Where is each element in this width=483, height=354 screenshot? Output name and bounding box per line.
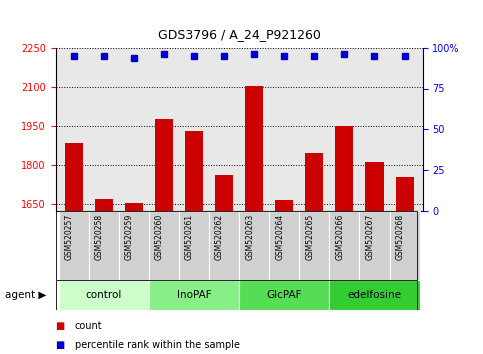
Bar: [209, 211, 239, 280]
Text: ■: ■: [56, 321, 65, 331]
Bar: [125, 203, 143, 211]
Text: control: control: [85, 290, 122, 300]
Bar: [329, 211, 359, 280]
Text: percentile rank within the sample: percentile rank within the sample: [75, 340, 240, 350]
Text: GDS3796 / A_24_P921260: GDS3796 / A_24_P921260: [157, 28, 321, 41]
Text: GSM520257: GSM520257: [65, 214, 73, 260]
Bar: [359, 211, 389, 280]
Bar: [366, 162, 384, 211]
Bar: [185, 131, 203, 211]
Bar: [389, 211, 420, 280]
Bar: [95, 199, 113, 211]
Bar: [335, 126, 354, 211]
Text: ■: ■: [56, 340, 65, 350]
Bar: [119, 211, 149, 280]
Text: edelfosine: edelfosine: [347, 290, 401, 300]
Text: GSM520267: GSM520267: [366, 214, 374, 260]
Bar: [275, 200, 293, 211]
Text: GSM520263: GSM520263: [245, 214, 254, 260]
Text: GSM520265: GSM520265: [305, 214, 314, 260]
Bar: [155, 119, 173, 211]
Text: GSM520258: GSM520258: [95, 214, 104, 260]
Bar: [65, 143, 83, 211]
Bar: [58, 280, 149, 310]
Bar: [215, 176, 233, 211]
Text: count: count: [75, 321, 102, 331]
Text: GSM520259: GSM520259: [125, 214, 134, 260]
Text: InoPAF: InoPAF: [177, 290, 211, 300]
Text: GSM520266: GSM520266: [335, 214, 344, 260]
Bar: [329, 280, 420, 310]
Text: GSM520268: GSM520268: [396, 214, 405, 260]
Bar: [149, 211, 179, 280]
Text: GlcPAF: GlcPAF: [267, 290, 302, 300]
Bar: [396, 177, 413, 211]
Bar: [239, 211, 269, 280]
Text: GSM520262: GSM520262: [215, 214, 224, 260]
Bar: [179, 211, 209, 280]
Text: GSM520260: GSM520260: [155, 214, 164, 260]
Text: GSM520261: GSM520261: [185, 214, 194, 260]
Bar: [239, 280, 329, 310]
Bar: [269, 211, 299, 280]
Bar: [58, 211, 89, 280]
Bar: [305, 153, 323, 211]
Bar: [149, 280, 239, 310]
Text: GSM520264: GSM520264: [275, 214, 284, 260]
Bar: [89, 211, 119, 280]
Bar: [245, 86, 263, 211]
Text: agent ▶: agent ▶: [5, 290, 46, 300]
Bar: [299, 211, 329, 280]
